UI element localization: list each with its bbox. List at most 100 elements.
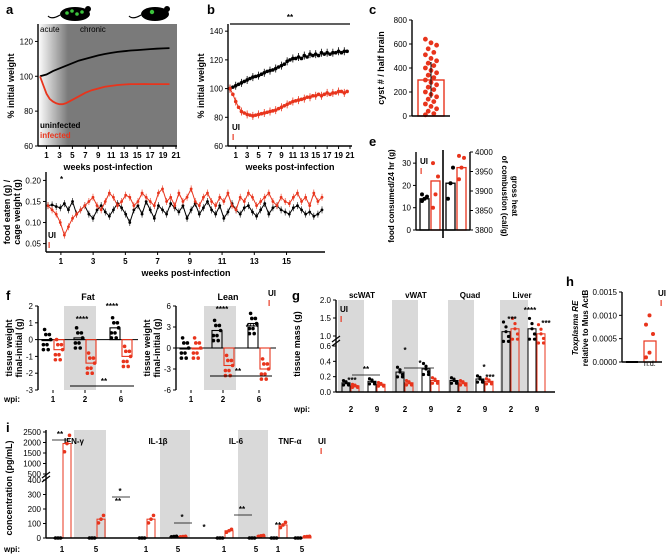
panel-d-ui-point [67, 208, 70, 212]
panel-g-axis-break-2 [331, 339, 341, 347]
panel-e-ui-food-bar [419, 198, 430, 231]
panel-d-ui-point [263, 202, 267, 205]
panel-f-fat-i-bar [53, 339, 65, 351]
panel-c-ytick-label: 600 [394, 40, 408, 49]
panel-f-lean-ui-point [218, 328, 223, 333]
panel-d-ui-point [304, 212, 308, 216]
panel-b-ui-point [342, 49, 347, 54]
panel-f-lean-ui-point [180, 336, 185, 340]
panel-d-ui-point [279, 208, 283, 212]
panel-g-ui-point [504, 325, 508, 329]
panel-i-i-point [278, 525, 283, 530]
panel-e-ui-heat-point [446, 196, 450, 201]
panel-b-x-label: weeks post-infection [244, 162, 334, 172]
panel-c-point [434, 106, 439, 112]
panel-f-fat-i-point [92, 361, 97, 365]
panel-d-ui-point [259, 208, 263, 212]
panel-d-i-point [116, 204, 119, 208]
panel-d-i-point [246, 191, 250, 195]
panel-c-point [434, 70, 439, 76]
panel-b-ui-point [265, 69, 269, 74]
panel-d-ui-point [128, 221, 132, 224]
panel-b-i-point [276, 106, 281, 111]
panel-e-i-food-point [436, 174, 440, 179]
panel-i-i-point [149, 517, 153, 521]
panel-g-ui-point [395, 375, 400, 379]
panel-f-lean-ui-bar [247, 322, 259, 349]
panel-b-i-point [268, 109, 272, 114]
panel-g-i-point [458, 383, 463, 387]
panel-a-x-label: weeks post-infection [62, 162, 152, 172]
panel-e-y-label-right-1: gross heat [510, 176, 519, 217]
panel-b-ui-point [345, 49, 349, 54]
panel-d-i-point [222, 200, 226, 203]
panel-d-ui-point [283, 210, 287, 214]
panel-d-i-point [132, 204, 136, 208]
panel-h-ui-legend: UI [658, 289, 666, 298]
panel-g-marks [341, 316, 546, 393]
panel-g-xtick-label: 2 [349, 405, 354, 414]
panel-b-ui-point [336, 49, 341, 54]
panel-g-i-point [430, 381, 435, 385]
panel-g-i-point [404, 383, 409, 387]
panel-e-i-food-bar [430, 180, 441, 231]
panel-d-xtick-label: 15 [282, 257, 291, 266]
panel-g-ytick-label: 1.5 [320, 314, 332, 323]
panel-c-point [425, 108, 431, 114]
panel-g-ui-point [480, 380, 485, 384]
panel-f-lean-sig-1: **** [216, 305, 229, 314]
panel-f-fat-i-point [121, 364, 126, 369]
panel-g-sig-2: ** [363, 365, 370, 374]
panel-d-ui-point [157, 204, 160, 208]
panel-g-ui-point [421, 361, 426, 366]
panel-d-ui-point [238, 212, 242, 216]
panel-a-ytick-label: 100 [20, 72, 34, 81]
panel-d-i-point [58, 221, 62, 224]
panel-d-i-point [189, 187, 193, 191]
panel-f-lean-i-point [266, 367, 271, 371]
panel-d-i-point [99, 208, 103, 212]
panel-b-ytick-label: 60 [214, 142, 223, 151]
panel-b-ui-point [245, 78, 249, 82]
panel-f-fat-ytick-label: 1 [29, 319, 34, 328]
panel-d-x-label: weeks post-infection [140, 268, 230, 278]
panel-g-ytick-label: 0.4 [320, 357, 332, 366]
panel-d-ui-point [242, 206, 246, 210]
panel-e-i-heat-bar [456, 166, 467, 231]
panel-d-i-point [202, 195, 205, 199]
panel-d-ui-point [226, 210, 230, 214]
panel-d-ui-point [120, 206, 124, 210]
panel-b-i-point [345, 89, 349, 94]
panel-c-point [434, 58, 439, 64]
panel-d-ui-point [181, 204, 185, 208]
panel-c-letter: c [369, 2, 376, 17]
panel-f-lean-i-point [229, 358, 234, 363]
panel-i-i-point [307, 534, 312, 539]
panel-c-point [425, 60, 431, 66]
panel-f-fat-i-point [128, 354, 133, 359]
panel-d-ui-point [320, 208, 324, 212]
panel-g-ui-point [501, 339, 506, 343]
panel-b-ytick-label: 140 [210, 27, 224, 36]
panel-d-ui-point [271, 206, 275, 210]
panel-b-ui-point [231, 85, 235, 89]
panel-g-i-point [350, 385, 355, 389]
panel-d-i-point [238, 195, 242, 199]
panel-i-ui-point [296, 536, 300, 540]
panel-f-lean-y-ticks: 6 3 0 -3 -6 [164, 302, 176, 395]
panel-g-xtick-label: 9 [429, 405, 434, 414]
panel-b-ytick-label: 100 [210, 85, 224, 94]
panel-e-i-heat-point [459, 165, 464, 170]
panel-b-ui-point [276, 65, 281, 69]
panel-g-ui-point [424, 364, 428, 368]
panel-b-xtick-label: 15 [311, 151, 320, 160]
panel-i-i-point [183, 534, 188, 539]
panel-f-lean-title: Lean [217, 292, 238, 302]
panel-g-i-point [407, 381, 411, 385]
panel-h-y-ticks: 0.0015 0.0010 0.0005 0.0000 [593, 288, 622, 367]
panel-d-ui-point [103, 210, 107, 214]
panel-f-lean-ytick-label: -6 [164, 386, 172, 395]
panel-f-fat-sig-3: ** [101, 377, 108, 386]
panel-d-ui-point [189, 208, 193, 212]
panel-d-ui-point [214, 212, 218, 216]
